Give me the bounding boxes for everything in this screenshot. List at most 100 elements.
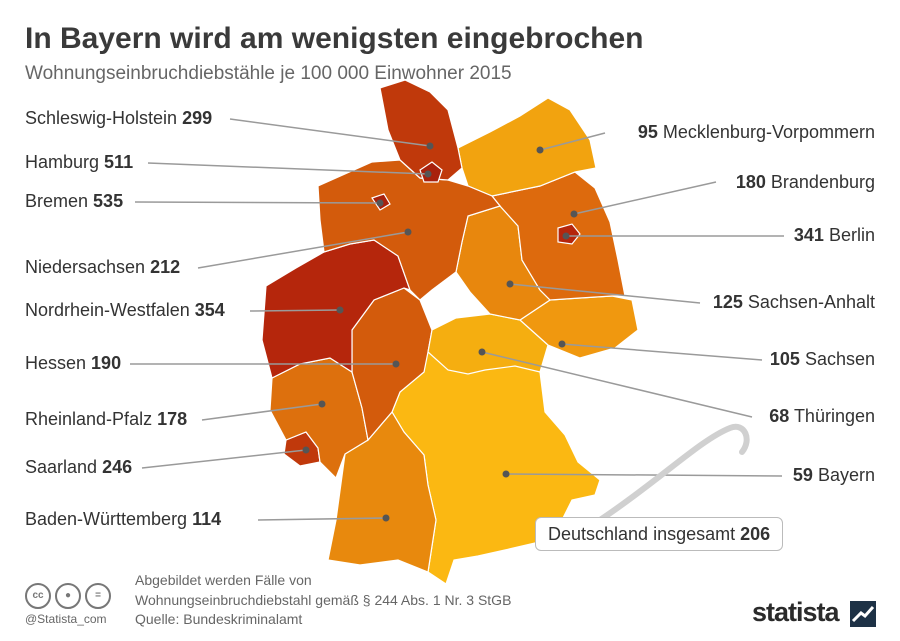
label-bayern: 59 Bayern: [793, 465, 875, 486]
leader-nw: [249, 309, 341, 312]
region-hamburg: [419, 161, 443, 183]
state-name: Sachsen: [804, 349, 875, 369]
by-icon: ●: [55, 583, 81, 609]
state-value: 105: [769, 349, 800, 369]
region-schleswig-holstein: [379, 79, 463, 181]
label-berlin: 341 Berlin: [794, 225, 875, 246]
label-nordrhein-westfalen: Nordrhein-Westfalen 354: [25, 300, 225, 321]
state-value: 299: [182, 108, 213, 128]
dot-mv: [536, 146, 544, 154]
region-dots: [302, 142, 578, 522]
label-niedersachsen: Niedersachsen 212: [25, 257, 180, 278]
label-brandenburg: 180 Brandenburg: [736, 172, 875, 193]
label-baden-wuerttemberg: Baden-Württemberg 114: [25, 509, 221, 530]
leader-hb: [134, 201, 381, 204]
leader-th: [481, 351, 753, 418]
dot-hh: [424, 170, 432, 178]
cc-icon: cc: [25, 583, 51, 609]
leader-rp: [201, 403, 323, 421]
state-value: 125: [712, 292, 743, 312]
dot-he: [392, 360, 400, 368]
source: Quelle: Bundeskriminalamt: [135, 611, 303, 627]
dot-sh: [426, 142, 434, 150]
state-name: Sachsen-Anhalt: [747, 292, 875, 312]
leader-sl: [141, 449, 307, 469]
state-name: Mecklenburg-Vorpommern: [662, 122, 875, 142]
total-badge: Deutschland insgesamt 206: [535, 517, 784, 551]
page-subtitle: Wohnungseinbruchdiebstähle je 100 000 Ei…: [25, 63, 512, 84]
state-name: Nordrhein-Westfalen: [25, 300, 190, 320]
state-value: 511: [104, 152, 134, 172]
state-value: 212: [150, 257, 181, 277]
dot-bb: [570, 210, 578, 218]
state-value: 178: [157, 409, 188, 429]
state-value: 180: [735, 172, 766, 192]
dot-rp: [318, 400, 326, 408]
page-title: In Bayern wird am wenigsten eingebrochen: [25, 22, 644, 55]
nd-icon: =: [85, 583, 111, 609]
label-hamburg: Hamburg 511: [25, 152, 133, 173]
state-name: Hamburg: [25, 152, 100, 172]
region-thueringen: [427, 313, 549, 375]
statista-logo-icon: [850, 601, 876, 627]
dot-st: [506, 280, 514, 288]
state-value: 114: [192, 509, 222, 529]
state-name: Hessen: [25, 353, 87, 373]
state-name: Bayern: [817, 465, 875, 485]
leader-ni: [197, 231, 409, 269]
dot-be: [562, 232, 570, 240]
state-name: Saarland: [25, 457, 98, 477]
state-name: Berlin: [828, 225, 875, 245]
state-name: Baden-Württemberg: [25, 509, 188, 529]
state-name: Bremen: [25, 191, 89, 211]
footnote-line-1: Abgebildet werden Fälle von: [135, 572, 312, 588]
dot-bw: [382, 514, 390, 522]
leader-lines: [130, 118, 784, 521]
leader-by: [505, 473, 783, 477]
dot-ni: [404, 228, 412, 236]
state-value: 535: [93, 191, 124, 211]
state-value: 354: [194, 300, 225, 320]
dot-th: [478, 348, 486, 356]
leader-hh: [147, 162, 429, 175]
state-name: Schleswig-Holstein: [25, 108, 178, 128]
label-schleswig-holstein: Schleswig-Holstein 299: [25, 108, 212, 129]
total-value: 206: [740, 524, 771, 544]
state-value: 246: [102, 457, 133, 477]
statista-logo: statista: [752, 597, 840, 627]
label-thueringen: 68 Thüringen: [769, 406, 875, 427]
state-name: Rheinland-Pfalz: [25, 409, 153, 429]
label-saarland: Saarland 246: [25, 457, 132, 478]
total-label: Deutschland insgesamt: [548, 524, 736, 544]
total-arrow: [597, 423, 750, 523]
leader-sn: [561, 343, 763, 361]
label-rheinland-pfalz: Rheinland-Pfalz 178: [25, 409, 187, 430]
leader-bw: [257, 517, 387, 521]
footnote: Abgebildet werden Fälle von Wohnungseinb…: [135, 570, 511, 610]
dot-sl: [302, 446, 310, 454]
leader-st: [509, 283, 701, 304]
leader-sh: [229, 118, 431, 147]
dot-by: [502, 470, 510, 478]
state-value: 190: [91, 353, 122, 373]
label-sachsen: 105 Sachsen: [770, 349, 875, 370]
state-value: 59: [792, 465, 813, 485]
leader-mv: [539, 132, 606, 151]
label-mecklenburg-vorpommern: 95 Mecklenburg-Vorpommern: [638, 122, 875, 143]
leader-bb: [573, 181, 717, 215]
dot-nw: [336, 306, 344, 314]
state-value: 341: [793, 225, 824, 245]
twitter-handle: @Statista_com: [25, 612, 107, 626]
region-berlin: [557, 223, 581, 245]
footnote-line-2: Wohnungseinbruchdiebstahl gemäß § 244 Ab…: [135, 592, 512, 608]
state-name: Brandenburg: [770, 172, 875, 192]
state-name: Niedersachsen: [25, 257, 146, 277]
label-hessen: Hessen 190: [25, 353, 121, 374]
dot-sn: [558, 340, 566, 348]
label-bremen: Bremen 535: [25, 191, 123, 212]
state-value: 68: [769, 406, 790, 426]
label-sachsen-anhalt: 125 Sachsen-Anhalt: [713, 292, 875, 313]
state-name: Thüringen: [793, 406, 875, 426]
